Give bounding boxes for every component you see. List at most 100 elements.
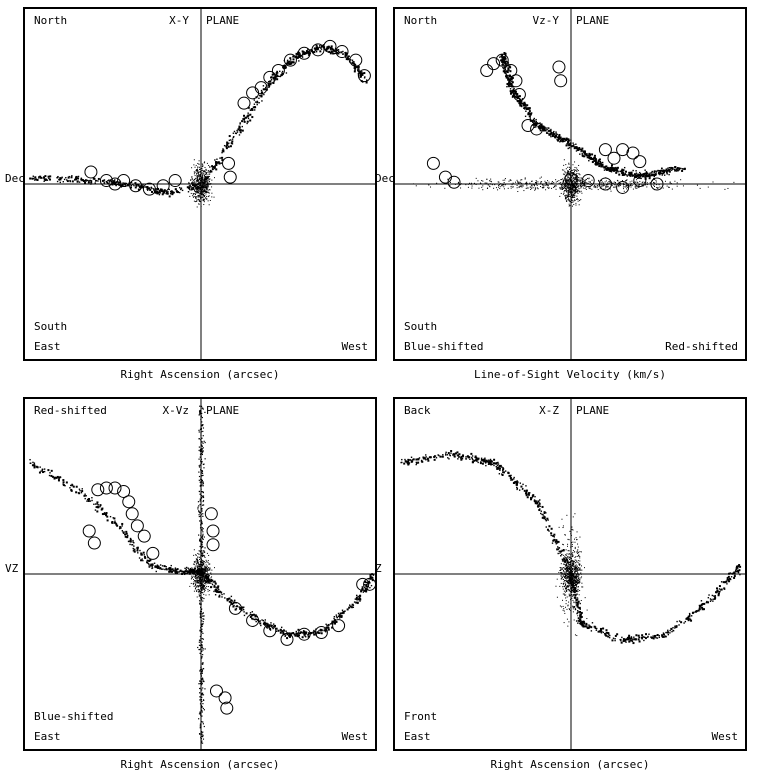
- particle-dot: [204, 577, 206, 579]
- particle-dot: [203, 591, 205, 593]
- particle-dot: [199, 680, 201, 682]
- particle-dot: [200, 634, 202, 636]
- particle-dot: [568, 174, 570, 176]
- particle-dot: [319, 50, 322, 53]
- particle-dot: [501, 474, 504, 477]
- particle-dot: [221, 159, 224, 162]
- particle-dot: [707, 596, 710, 599]
- particle-dot: [632, 169, 634, 172]
- particle-dot: [203, 562, 205, 564]
- particle-dot: [201, 574, 203, 576]
- particle-dot: [325, 623, 327, 626]
- particle-dot: [200, 606, 202, 609]
- particle-dot: [611, 183, 613, 185]
- particle-dot: [580, 150, 582, 153]
- particle-dot: [103, 182, 105, 184]
- particle-dot: [206, 174, 208, 176]
- particle-dot: [579, 191, 581, 193]
- particle-dot: [200, 562, 202, 564]
- particle-dot: [90, 183, 92, 185]
- particle-dot: [159, 188, 162, 191]
- particle-dot: [579, 148, 582, 151]
- particle-dot: [159, 564, 162, 566]
- particle-dot: [573, 196, 575, 198]
- particle-dot: [342, 50, 344, 53]
- particle-dot: [194, 189, 196, 191]
- particle-dot: [200, 198, 202, 200]
- particle-dot: [542, 187, 544, 189]
- particle-dot: [571, 194, 573, 196]
- particle-dot: [196, 596, 198, 598]
- particle-dot: [502, 70, 505, 73]
- particle-dot: [312, 51, 315, 54]
- particle-dot: [568, 162, 570, 164]
- particle-dot: [200, 497, 203, 499]
- particle-dot: [203, 564, 205, 566]
- particle-dot: [588, 177, 590, 179]
- particle-dot: [460, 187, 462, 189]
- particle-dot: [516, 487, 519, 490]
- particle-dot: [204, 576, 206, 578]
- particle-dot: [563, 184, 565, 186]
- particle-dot: [622, 639, 625, 642]
- particle-dot: [570, 139, 572, 141]
- particle-dot: [292, 631, 295, 634]
- particle-dot: [199, 168, 201, 170]
- particle-dot: [577, 185, 579, 187]
- particle-dot: [124, 533, 126, 535]
- particle-dot: [241, 125, 243, 128]
- particle-dot: [622, 186, 624, 188]
- particle-dot: [574, 171, 576, 173]
- particle-dot: [161, 193, 164, 196]
- particle-dot: [200, 550, 203, 552]
- particle-dot: [195, 584, 197, 586]
- particle-dot: [200, 513, 202, 516]
- particle-dot: [505, 60, 507, 62]
- particle-dot: [574, 185, 576, 187]
- particle-dot: [198, 644, 201, 646]
- particle-dot: [236, 131, 239, 133]
- particle-dot: [204, 176, 206, 178]
- particle-dot: [198, 175, 200, 177]
- particle-dot: [562, 193, 564, 195]
- particle-dot: [203, 204, 205, 206]
- particle-dot: [537, 127, 540, 129]
- particle-dot: [238, 134, 241, 136]
- particle-dot: [196, 178, 198, 180]
- particle-dot: [192, 573, 194, 575]
- particle-dot: [517, 182, 519, 184]
- particle-dot: [208, 579, 210, 581]
- particle-dot: [663, 171, 666, 174]
- particle-dot: [301, 636, 304, 639]
- particle-dot: [198, 185, 200, 187]
- particle-dot: [654, 173, 657, 176]
- particle-dot: [207, 196, 209, 198]
- particle-dot: [201, 577, 203, 579]
- particle-dot: [567, 180, 569, 182]
- particle-dot: [207, 170, 209, 172]
- particle-dot: [544, 180, 546, 182]
- particle-dot: [199, 194, 201, 196]
- open-circle-marker: [311, 43, 325, 57]
- open-circle-marker: [254, 81, 268, 95]
- particle-dot: [200, 405, 203, 407]
- particle-dot: [55, 476, 58, 479]
- particle-dot: [216, 591, 218, 593]
- particle-dot: [198, 200, 200, 202]
- particle-dot: [198, 465, 200, 467]
- particle-dot: [329, 52, 332, 55]
- particle-dot: [154, 191, 157, 194]
- particle-dot: [254, 618, 256, 621]
- particle-dot: [567, 193, 569, 195]
- particle-dot: [668, 167, 671, 169]
- particle-dot: [249, 109, 252, 111]
- particle-dot: [85, 495, 87, 497]
- particle-dot: [599, 630, 602, 633]
- particle-dot: [560, 137, 562, 140]
- particle-dot: [657, 172, 660, 175]
- particle-dot: [523, 104, 526, 107]
- particle-dot: [626, 185, 628, 187]
- particle-dot: [647, 175, 650, 178]
- particle-dot: [555, 132, 557, 135]
- particle-dot: [194, 190, 196, 192]
